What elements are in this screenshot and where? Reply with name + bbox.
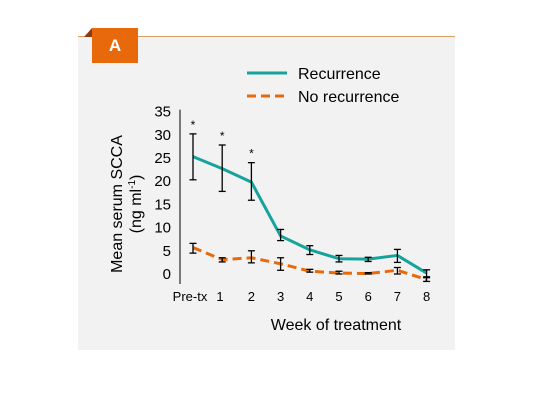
panel-badge: A <box>92 28 138 63</box>
badge-tab-shadow <box>84 28 92 37</box>
y-tick-label: 20 <box>154 173 171 190</box>
legend-label: Recurrence <box>298 66 381 83</box>
x-tick-label: Pre-tx <box>173 289 208 304</box>
series-recurrence <box>189 133 431 279</box>
panel-top-rule <box>78 36 455 37</box>
x-axis-title: Week of treatment <box>271 317 402 334</box>
legend-label: No recurrence <box>298 89 399 106</box>
series-layer: * * * <box>189 118 431 283</box>
chart-legend: Recurrence No recurrence <box>247 66 399 106</box>
x-tick-label: 2 <box>248 289 255 304</box>
significance-marker: * <box>249 147 254 161</box>
figure-panel <box>78 37 455 350</box>
series-line <box>192 155 428 275</box>
y-tick-label: 5 <box>163 243 171 260</box>
y-tick-label: 35 <box>154 104 171 121</box>
y-tick-label: 0 <box>163 266 171 283</box>
y-axis-title-line2: (ng ml-1) <box>127 175 145 234</box>
x-tick-label: 7 <box>394 289 401 304</box>
y-axis-title: Mean serum SCCA (ng ml-1) <box>109 135 145 273</box>
series-no-recurrence <box>189 242 431 283</box>
y-axis: 0 5 10 15 20 25 30 35 <box>154 104 181 284</box>
x-tick-label: 6 <box>365 289 372 304</box>
x-tick-label: 1 <box>216 289 223 304</box>
y-axis-title-superscript: -1 <box>127 180 138 189</box>
y-axis-title-line1: Mean serum SCCA <box>109 135 126 273</box>
x-tick-label: 8 <box>423 289 430 304</box>
significance-marker: * <box>191 118 196 132</box>
x-tick-label: 3 <box>277 289 284 304</box>
y-tick-label: 15 <box>154 196 171 213</box>
y-tick-label: 10 <box>154 220 171 237</box>
x-axis: Pre-tx 1 2 3 4 5 6 7 8 <box>173 289 431 304</box>
significance-marker: * <box>220 129 225 143</box>
y-tick-label: 25 <box>154 150 171 167</box>
x-tick-label: 4 <box>306 289 313 304</box>
y-tick-label: 30 <box>154 127 171 144</box>
x-tick-label: 5 <box>335 289 342 304</box>
